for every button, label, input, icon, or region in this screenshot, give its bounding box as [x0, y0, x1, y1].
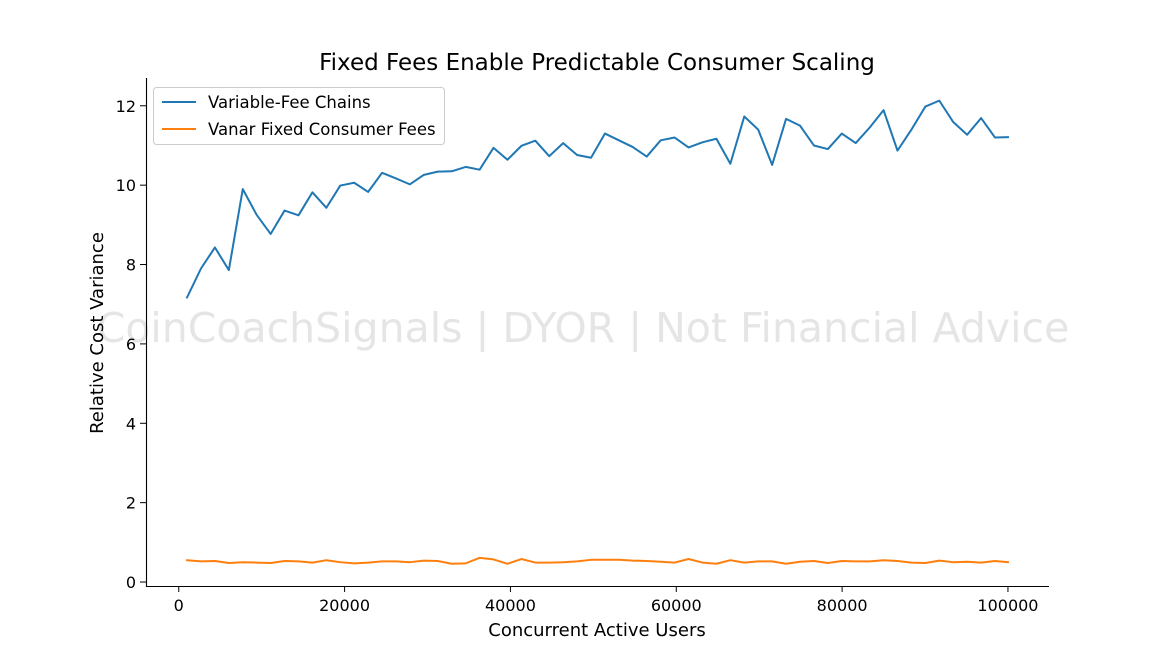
x-tick-label: 60000	[651, 596, 702, 615]
y-tick-label: 2	[126, 494, 136, 513]
chart-title: Fixed Fees Enable Predictable Consumer S…	[319, 50, 875, 76]
x-ticks: 0 20000 40000 60000 80000 100000	[174, 586, 1038, 615]
plot-area	[185, 99, 1010, 565]
legend-box	[153, 87, 445, 145]
y-tick-label: 10	[116, 176, 136, 195]
y-tick-label: 4	[126, 414, 136, 433]
y-ticks: 0 2 4 6 8 10 12	[116, 97, 146, 592]
y-tick-label: 0	[126, 573, 136, 592]
x-tick-label: 40000	[485, 596, 536, 615]
series-line-variable-fee	[185, 99, 1009, 299]
x-tick-label: 80000	[817, 596, 868, 615]
x-tick-label: 100000	[977, 596, 1038, 615]
legend-label-vanar-fixed: Vanar Fixed Consumer Fees	[208, 120, 436, 139]
legend: Variable-Fee Chains Vanar Fixed Consumer…	[153, 87, 445, 145]
x-tick-label: 20000	[319, 596, 370, 615]
x-tick-label: 0	[174, 596, 184, 615]
y-tick-label: 12	[116, 97, 136, 116]
x-axis-label: Concurrent Active Users	[488, 620, 705, 641]
y-axis-label: Relative Cost Variance	[87, 232, 108, 434]
axes	[145, 78, 1049, 588]
watermark-text: CoinCoachSignals | DYOR | Not Financial …	[97, 304, 1070, 352]
y-tick-label: 6	[126, 335, 136, 354]
series-line-vanar-fixed	[185, 556, 1010, 565]
y-tick-label: 8	[126, 256, 136, 275]
legend-label-variable-fee: Variable-Fee Chains	[208, 93, 371, 112]
